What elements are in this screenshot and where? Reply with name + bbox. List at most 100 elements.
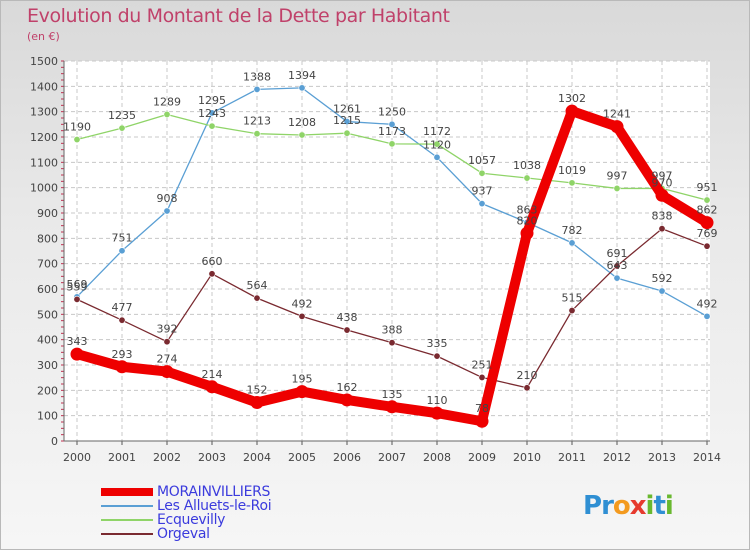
data-point xyxy=(613,274,621,282)
data-point xyxy=(565,104,579,118)
y-tick-label: 1100 xyxy=(30,156,58,169)
data-point xyxy=(385,400,399,414)
data-label: 838 xyxy=(652,210,673,223)
data-label: 559 xyxy=(67,280,88,293)
data-point xyxy=(253,294,261,302)
x-tick-label: 2014 xyxy=(693,451,721,464)
data-label: 1057 xyxy=(468,154,496,167)
data-label: 1120 xyxy=(423,138,451,151)
data-label: 1241 xyxy=(603,108,631,121)
y-tick-label: 0 xyxy=(51,435,58,448)
data-label: 293 xyxy=(112,348,133,361)
data-point xyxy=(253,85,261,93)
logo-letter: x xyxy=(629,491,647,521)
y-tick-label: 1400 xyxy=(30,80,58,93)
x-tick-label: 2001 xyxy=(108,451,136,464)
data-point xyxy=(568,179,576,187)
data-label: 592 xyxy=(652,272,673,285)
data-label: 1190 xyxy=(63,121,91,134)
data-point xyxy=(205,380,219,394)
x-tick-label: 2006 xyxy=(333,451,361,464)
data-label: 492 xyxy=(292,297,313,310)
data-label: 1215 xyxy=(333,114,361,127)
data-point xyxy=(433,140,441,148)
data-label: 438 xyxy=(337,311,358,324)
data-label: 274 xyxy=(157,353,178,366)
x-tick-label: 2012 xyxy=(603,451,631,464)
data-point xyxy=(253,130,261,138)
data-point xyxy=(568,307,576,315)
data-point xyxy=(115,360,129,374)
data-point xyxy=(295,385,309,399)
data-point xyxy=(73,295,81,303)
data-label: 564 xyxy=(247,279,268,292)
data-label: 392 xyxy=(157,323,178,336)
data-point xyxy=(703,196,711,204)
data-point xyxy=(388,120,396,128)
data-point xyxy=(520,226,534,240)
x-tick-label: 2003 xyxy=(198,451,226,464)
data-point xyxy=(523,384,531,392)
data-label: 343 xyxy=(67,335,88,348)
data-label: 1173 xyxy=(378,125,406,138)
x-tick-label: 2000 xyxy=(63,451,91,464)
data-point xyxy=(568,239,576,247)
data-label: 643 xyxy=(607,259,628,272)
data-label: 1250 xyxy=(378,105,406,118)
data-label: 782 xyxy=(562,224,583,237)
data-point xyxy=(163,207,171,215)
y-tick-label: 1000 xyxy=(30,182,58,195)
data-label: 152 xyxy=(247,383,268,396)
data-point xyxy=(118,124,126,132)
data-point xyxy=(478,200,486,208)
data-point xyxy=(433,352,441,360)
data-label: 110 xyxy=(427,394,448,407)
logo-letter: P xyxy=(583,491,602,521)
data-label: 997 xyxy=(652,169,673,182)
data-label: 569 xyxy=(67,278,88,291)
data-label: 820 xyxy=(517,214,538,227)
logo-letter: r xyxy=(601,491,614,521)
legend-label: Orgeval xyxy=(157,526,210,542)
data-point xyxy=(610,120,624,134)
data-point xyxy=(298,131,306,139)
chart-unit: (en €) xyxy=(27,30,60,43)
logo-letter: o xyxy=(612,491,631,521)
logo-letter: t xyxy=(653,491,665,521)
proxiti-logo: Proxiti xyxy=(583,491,674,521)
data-label: 862 xyxy=(697,204,718,217)
data-label: 210 xyxy=(517,369,538,382)
data-label: 335 xyxy=(427,337,448,350)
data-label: 1243 xyxy=(198,107,226,120)
data-point xyxy=(703,312,711,320)
data-point xyxy=(208,109,216,117)
data-point xyxy=(388,140,396,148)
data-label: 997 xyxy=(607,169,628,182)
x-tick-label: 2002 xyxy=(153,451,181,464)
data-point xyxy=(250,395,264,409)
data-label: 135 xyxy=(382,388,403,401)
data-point xyxy=(208,122,216,130)
data-point xyxy=(298,84,306,92)
data-label: 660 xyxy=(202,255,223,268)
y-tick-label: 600 xyxy=(37,283,58,296)
x-tick-label: 2009 xyxy=(468,451,496,464)
data-label: 515 xyxy=(562,292,583,305)
data-point xyxy=(160,365,174,379)
y-tick-label: 700 xyxy=(37,258,58,271)
data-point xyxy=(433,153,441,161)
data-label: 162 xyxy=(337,381,358,394)
data-label: 1302 xyxy=(558,92,586,105)
data-label: 492 xyxy=(697,297,718,310)
data-point xyxy=(523,174,531,182)
data-label: 388 xyxy=(382,324,403,337)
data-point xyxy=(655,188,669,202)
data-label: 937 xyxy=(472,185,493,198)
data-label: 908 xyxy=(157,192,178,205)
data-label: 951 xyxy=(697,181,718,194)
y-tick-label: 1200 xyxy=(30,131,58,144)
data-label: 1261 xyxy=(333,103,361,116)
data-point xyxy=(613,262,621,270)
data-label: 78 xyxy=(475,402,489,415)
